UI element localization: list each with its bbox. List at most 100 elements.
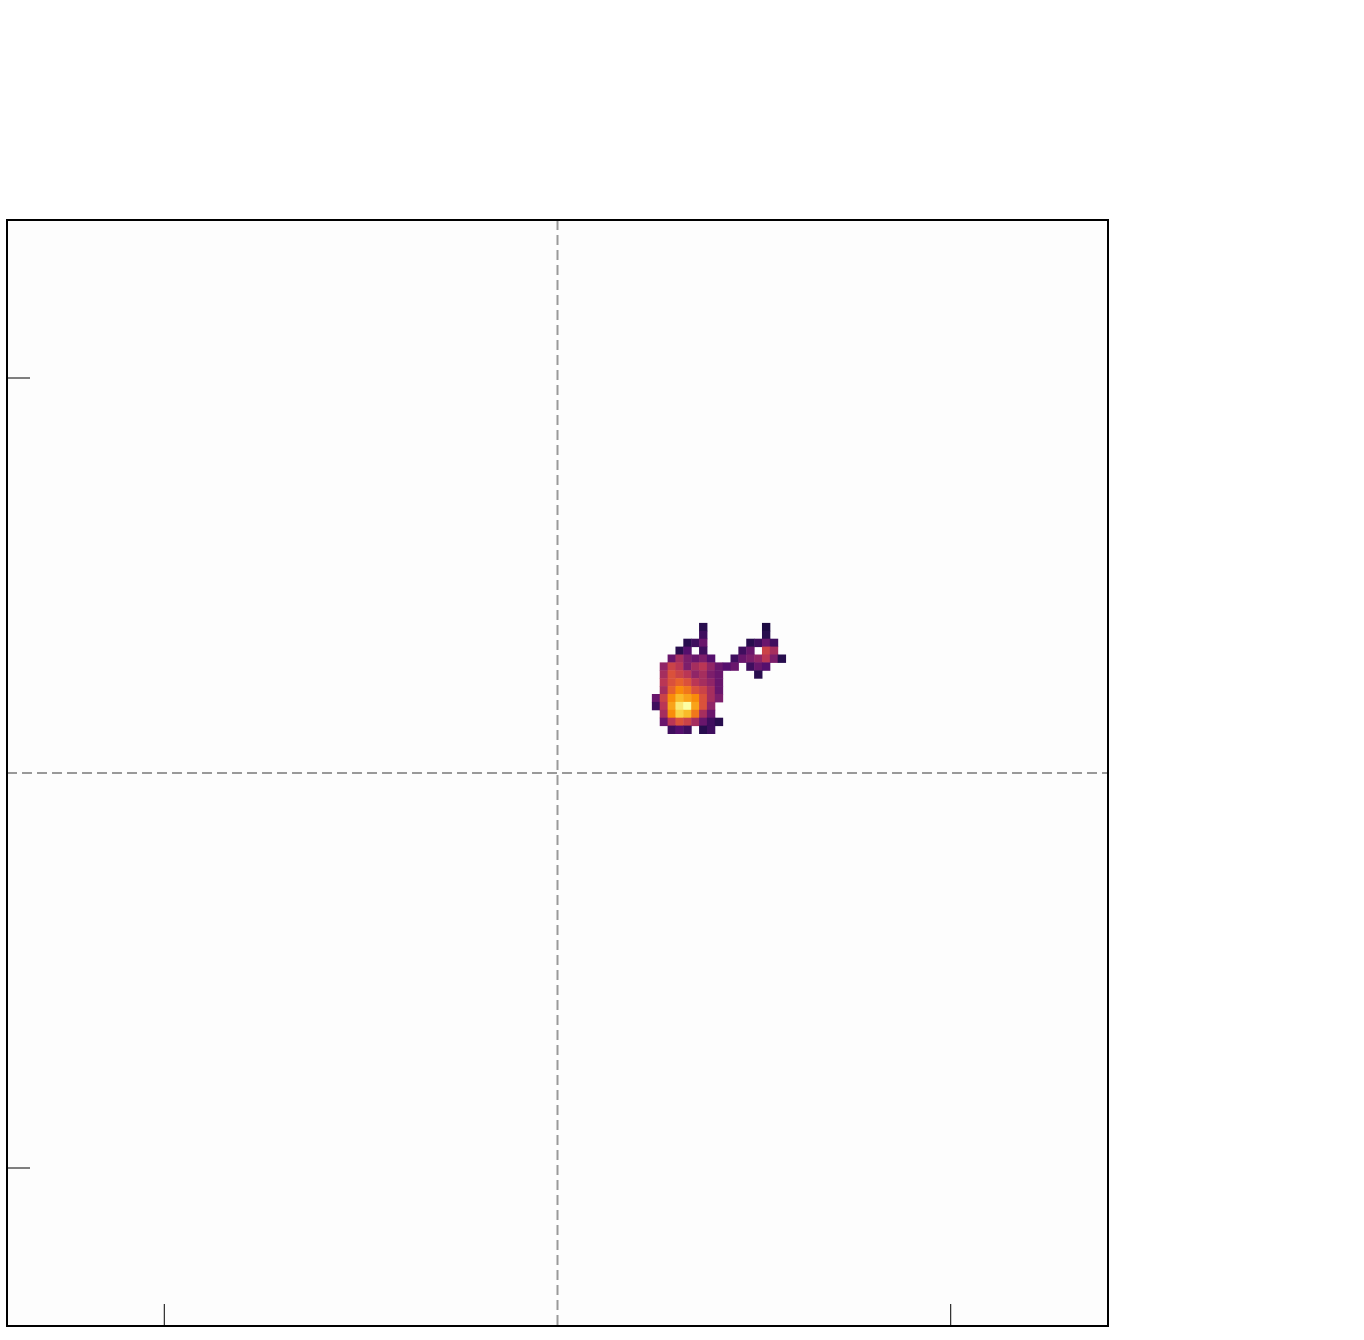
heatmap-cell (699, 686, 707, 694)
heatmap-cell (762, 639, 770, 647)
heatmap-cell (675, 686, 683, 694)
heatmap-cell (707, 655, 715, 663)
heatmap-cell (731, 655, 739, 663)
heatmap-cell (699, 631, 707, 639)
heatmap-cell (691, 702, 699, 710)
heatmap-cell (762, 631, 770, 639)
heatmap-cell (754, 662, 762, 670)
heatmap-cell (675, 678, 683, 686)
heatmap-cell (683, 678, 691, 686)
heatmap-cell (675, 694, 683, 702)
heatmap-cell (762, 623, 770, 631)
heatmap-cell (675, 726, 683, 734)
heatmap-cell (668, 702, 676, 710)
heatmap-cell (715, 694, 723, 702)
heatmap-cell (668, 678, 676, 686)
heatmap-cell (778, 655, 786, 663)
heatmap-cell (699, 670, 707, 678)
heatmap-cell (731, 662, 739, 670)
heatmap-cell (691, 678, 699, 686)
heatmap-cell (668, 718, 676, 726)
heatmap-cell (660, 702, 668, 710)
heatmap-cell (707, 678, 715, 686)
heatmap-cell (715, 718, 723, 726)
heatmap-cell (762, 647, 770, 655)
heatmap-cell (660, 662, 668, 670)
heatmap-cell (707, 686, 715, 694)
heatmap-cell (699, 718, 707, 726)
heatmap-cell (715, 678, 723, 686)
background (0, 0, 1364, 1340)
heatmap-cells (652, 623, 786, 734)
heatmap-cell (770, 647, 778, 655)
heatmap-cell (691, 686, 699, 694)
heatmap-cell (683, 662, 691, 670)
heatmap-cell (675, 662, 683, 670)
heatmap-cell (762, 655, 770, 663)
heatmap-cell (660, 678, 668, 686)
reference-line (7, 772, 1108, 774)
heatmap-cell (746, 647, 754, 655)
y-tick (7, 1168, 30, 1169)
heatmap-cell (668, 726, 676, 734)
heatmap-cell (715, 686, 723, 694)
heatmap-cell (699, 655, 707, 663)
heatmap-cell (707, 710, 715, 718)
x-tick (164, 1304, 165, 1326)
plot-area (7, 220, 1108, 1326)
heatmap-cell (770, 639, 778, 647)
heatmap-cell (683, 694, 691, 702)
heatmap-cell (652, 694, 660, 702)
heatmap-cell (660, 718, 668, 726)
heatmap-cell (715, 662, 723, 670)
heatmap-cell (675, 647, 683, 655)
heatmap-cell (707, 726, 715, 734)
heatmap-cell (683, 686, 691, 694)
heatmap-cell (691, 655, 699, 663)
heatmap-cell (746, 639, 754, 647)
heatmap-cell (683, 639, 691, 647)
heatmap-cell (699, 678, 707, 686)
heatmap-cell (683, 655, 691, 663)
heatmap-cell (754, 670, 762, 678)
heatmap-cell (683, 710, 691, 718)
heatmap-cell (668, 686, 676, 694)
heatmap-cell (675, 655, 683, 663)
heatmap-cell (660, 694, 668, 702)
heatmap-cell (746, 662, 754, 670)
heatmap-cell (691, 694, 699, 702)
heatmap-cell (738, 647, 746, 655)
heatmap-cell (660, 710, 668, 718)
heatmap-cell (683, 718, 691, 726)
heatmap-cell (707, 718, 715, 726)
heatmap-cell (683, 647, 691, 655)
heatmap-cell (707, 702, 715, 710)
heatmap-cell (691, 710, 699, 718)
heatmap-cell (668, 670, 676, 678)
heatmap-cell (754, 639, 762, 647)
heatmap-cell (699, 639, 707, 647)
heatmap-cell (668, 710, 676, 718)
chart (0, 0, 1364, 1340)
y-tick (7, 378, 30, 379)
heatmap-cell (683, 670, 691, 678)
heatmap-cell (652, 702, 660, 710)
x-tick (950, 1304, 951, 1326)
heatmap-cell (691, 718, 699, 726)
heatmap-cell (699, 694, 707, 702)
heatmap-cell (675, 670, 683, 678)
heatmap-cell (668, 655, 676, 663)
heatmap-cell (699, 647, 707, 655)
heatmap-cell (746, 655, 754, 663)
heatmap-cell (707, 694, 715, 702)
heatmap-cell (738, 655, 746, 663)
heatmap-cell (699, 702, 707, 710)
plot-frame (7, 220, 1108, 1326)
heatmap-cell (754, 655, 762, 663)
heatmap-cell (699, 710, 707, 718)
heatmap-cell (660, 670, 668, 678)
heatmap-cell (770, 655, 778, 663)
heatmap-cell (691, 670, 699, 678)
heatmap-cell (723, 662, 731, 670)
heatmap-cell (675, 718, 683, 726)
